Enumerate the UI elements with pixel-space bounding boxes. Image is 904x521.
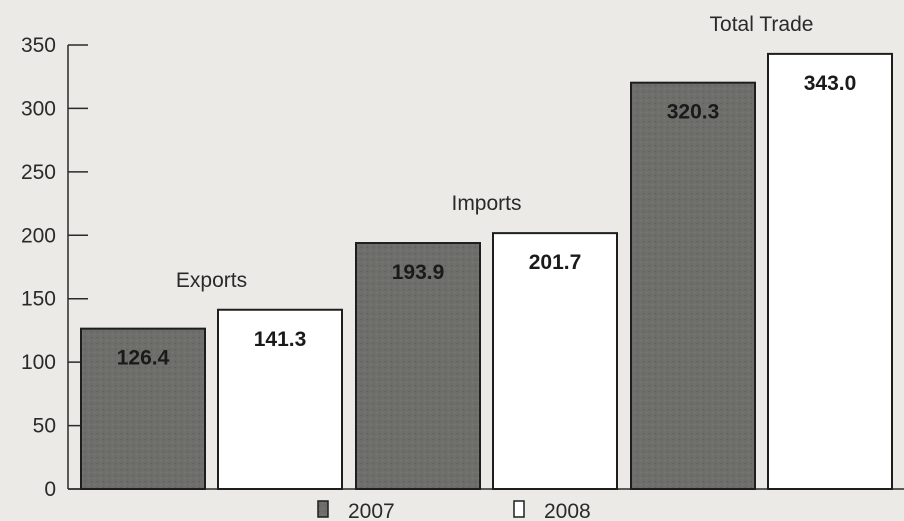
bar-value-label: 193.9 xyxy=(392,261,445,284)
category-label: Exports xyxy=(176,269,247,292)
bar-2007-exports xyxy=(80,327,206,490)
bar-2008-total-trade xyxy=(767,52,893,490)
legend-swatch-1 xyxy=(513,500,525,518)
bar-2008-imports xyxy=(492,232,618,490)
labels: 126.4 141.3 Exports 193.9 201.7 Imports 320.3 3… xyxy=(117,13,857,370)
bar-value-label: 320.3 xyxy=(667,101,720,124)
legend: 2007 2008 xyxy=(317,500,591,521)
bar-value-label: 126.4 xyxy=(117,347,170,370)
bar-value-label: 201.7 xyxy=(529,251,582,274)
bar-value-label: 141.3 xyxy=(254,328,307,351)
bars xyxy=(80,52,893,490)
bar-2007-imports xyxy=(355,242,481,490)
legend-label: 2007 xyxy=(348,500,395,521)
axes: 0 50 100 150 200 250 300 350 xyxy=(21,34,904,501)
y-tick-label: 50 xyxy=(33,415,56,438)
y-tick-label: 350 xyxy=(21,34,56,57)
y-tick-label: 300 xyxy=(21,97,56,120)
y-tick-label: 100 xyxy=(21,351,56,374)
category-label: Imports xyxy=(451,192,521,215)
bar-2007-total-trade xyxy=(630,81,756,490)
y-tick-label: 0 xyxy=(44,478,56,501)
category-label: Total Trade xyxy=(710,13,814,36)
bar-2008-exports xyxy=(217,308,343,490)
legend-label: 2008 xyxy=(544,500,591,521)
bar-value-label: 343.0 xyxy=(804,72,857,95)
y-tick-label: 150 xyxy=(21,288,56,311)
y-tick-label: 250 xyxy=(21,161,56,184)
legend-swatch-0 xyxy=(317,500,329,518)
y-tick-label: 200 xyxy=(21,224,56,247)
